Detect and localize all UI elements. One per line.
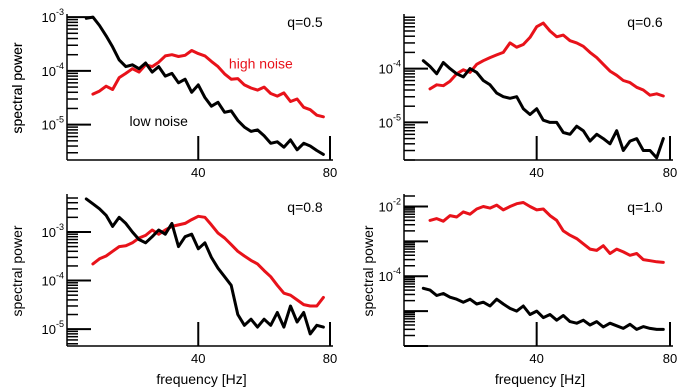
y-tick-label: 10-4 [379, 266, 401, 284]
series-line-low-noise [84, 15, 325, 156]
series-line-high-noise [91, 214, 325, 308]
series-line-high-noise [428, 21, 665, 98]
series-line-high-noise [91, 49, 325, 119]
y-axis-label: spectral power [360, 225, 376, 316]
y-tick-label: 10-3 [42, 222, 64, 240]
q-annotation: q=1.0 [627, 199, 663, 215]
series-line-low-noise [84, 197, 325, 336]
y-axis-label: spectral power [9, 42, 25, 133]
x-tick-label: 80 [663, 351, 677, 366]
q-annotation: q=0.5 [287, 14, 323, 30]
y-tick-label: 10-4 [42, 61, 64, 79]
panel-q08: 10-3 10-4 10-5 40 80 q=0.8 spectral power frequ… [9, 194, 337, 387]
x-tick-label: 40 [191, 165, 205, 180]
x-tick-label: 80 [323, 165, 337, 180]
panel-q05: 10-3 10-4 10-5 40 80 high noise low noise q=0.5… [9, 7, 337, 180]
y-tick-label: 10-5 [42, 115, 64, 133]
series-line-high-noise [428, 201, 665, 264]
panel-q06: 10-4 10-5 40 80 q=0.6 spectral power [9, 14, 677, 180]
x-axis-label: frequency [Hz] [495, 371, 585, 387]
y-tick-label: 10-5 [379, 112, 401, 130]
x-tick-label: 40 [529, 351, 543, 366]
y-tick-label: 10-2 [379, 196, 401, 214]
x-tick-label: 80 [323, 351, 337, 366]
q-annotation: q=0.6 [627, 14, 663, 30]
series-label: high noise [229, 56, 293, 72]
y-tick-label: 10-4 [42, 271, 64, 289]
y-tick-label: 10-5 [42, 319, 64, 337]
y-tick-label: 10-4 [379, 59, 401, 77]
panel-q10: 10-2 10-4 40 80 q=1.0 spectral power frequency… [360, 194, 677, 387]
x-tick-label: 80 [663, 165, 677, 180]
x-tick-label: 40 [191, 351, 205, 366]
series-line-low-noise [421, 286, 665, 331]
y-axis-label: spectral power [9, 225, 25, 316]
y-axis-label: spectral power [9, 42, 25, 133]
series-line-low-noise [421, 59, 665, 160]
q-annotation: q=0.8 [287, 199, 323, 215]
y-tick-label: 10-3 [42, 7, 64, 25]
x-tick-label: 40 [529, 165, 543, 180]
series-label: low noise [130, 113, 189, 129]
x-axis-label: frequency [Hz] [156, 371, 246, 387]
